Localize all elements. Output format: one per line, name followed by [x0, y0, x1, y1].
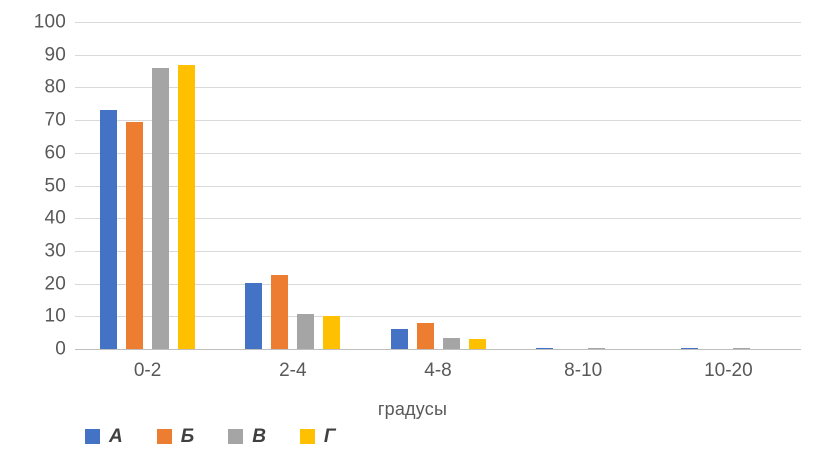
gridline	[75, 218, 801, 220]
plot-area	[75, 22, 801, 350]
legend-swatch-icon	[228, 429, 244, 444]
y-axis-tick-label: 40	[44, 207, 66, 229]
y-axis-tick-label: 80	[44, 76, 66, 98]
x-axis-tick-label: 10-20	[704, 360, 753, 381]
legend-item[interactable]: Б	[156, 426, 195, 447]
gridline	[75, 87, 801, 89]
bar[interactable]	[442, 337, 460, 349]
bar[interactable]	[178, 64, 196, 349]
x-axis: 0-2 2-4 4-8 8-10 10-20	[75, 360, 801, 390]
y-axis-tick-label: 90	[44, 44, 66, 66]
x-axis-tick-label: 8-10	[564, 360, 603, 381]
legend-label: А	[109, 426, 123, 447]
legend: А Б В Г	[85, 427, 336, 446]
gridline	[75, 316, 801, 318]
y-axis-tick-label: 20	[44, 273, 66, 295]
bar[interactable]	[535, 348, 553, 349]
bar[interactable]	[271, 275, 289, 349]
gridline	[75, 250, 801, 252]
x-axis-tick-label: 2-4	[279, 360, 307, 381]
bar[interactable]	[100, 110, 118, 349]
y-axis-tick-label: 50	[44, 175, 66, 196]
y-axis-tick-label: 30	[44, 240, 66, 262]
gridline	[75, 54, 801, 56]
bar[interactable]	[468, 339, 486, 349]
bar[interactable]	[416, 322, 434, 349]
x-axis-tick-label: 4-8	[424, 360, 452, 381]
bar[interactable]	[680, 348, 698, 349]
gridline	[75, 185, 801, 187]
y-axis-tick-label: 60	[44, 142, 66, 164]
gridline	[75, 152, 801, 154]
legend-item[interactable]: А	[85, 427, 123, 446]
bar[interactable]	[152, 67, 170, 349]
bar[interactable]	[126, 121, 144, 349]
legend-label: Б	[180, 426, 195, 447]
legend-item[interactable]: Г	[299, 426, 336, 447]
y-axis-tick-label: 100	[33, 11, 66, 33]
axis-baseline	[75, 349, 801, 350]
y-axis: 100 90 80 70 60 50 40 30 20 10 0	[0, 0, 66, 465]
bar[interactable]	[587, 348, 605, 349]
bar[interactable]	[297, 313, 315, 349]
y-axis-tick-label: 70	[44, 109, 66, 131]
gridline	[75, 283, 801, 285]
legend-label: В	[252, 426, 266, 447]
bar[interactable]	[323, 316, 341, 349]
bar[interactable]	[390, 329, 408, 349]
legend-swatch-icon	[85, 429, 100, 444]
bar[interactable]	[732, 348, 750, 349]
legend-label: Г	[323, 426, 336, 447]
legend-swatch-icon	[156, 429, 172, 444]
legend-swatch-icon	[299, 429, 315, 444]
legend-item[interactable]: В	[228, 427, 266, 446]
y-axis-tick-label: 10	[44, 305, 66, 327]
x-axis-title: градусы	[377, 399, 448, 419]
gridline	[75, 120, 801, 122]
bar[interactable]	[245, 282, 263, 349]
gridline	[75, 22, 801, 23]
y-axis-tick-label: 0	[55, 338, 66, 360]
x-axis-tick-label: 0-2	[133, 360, 162, 381]
